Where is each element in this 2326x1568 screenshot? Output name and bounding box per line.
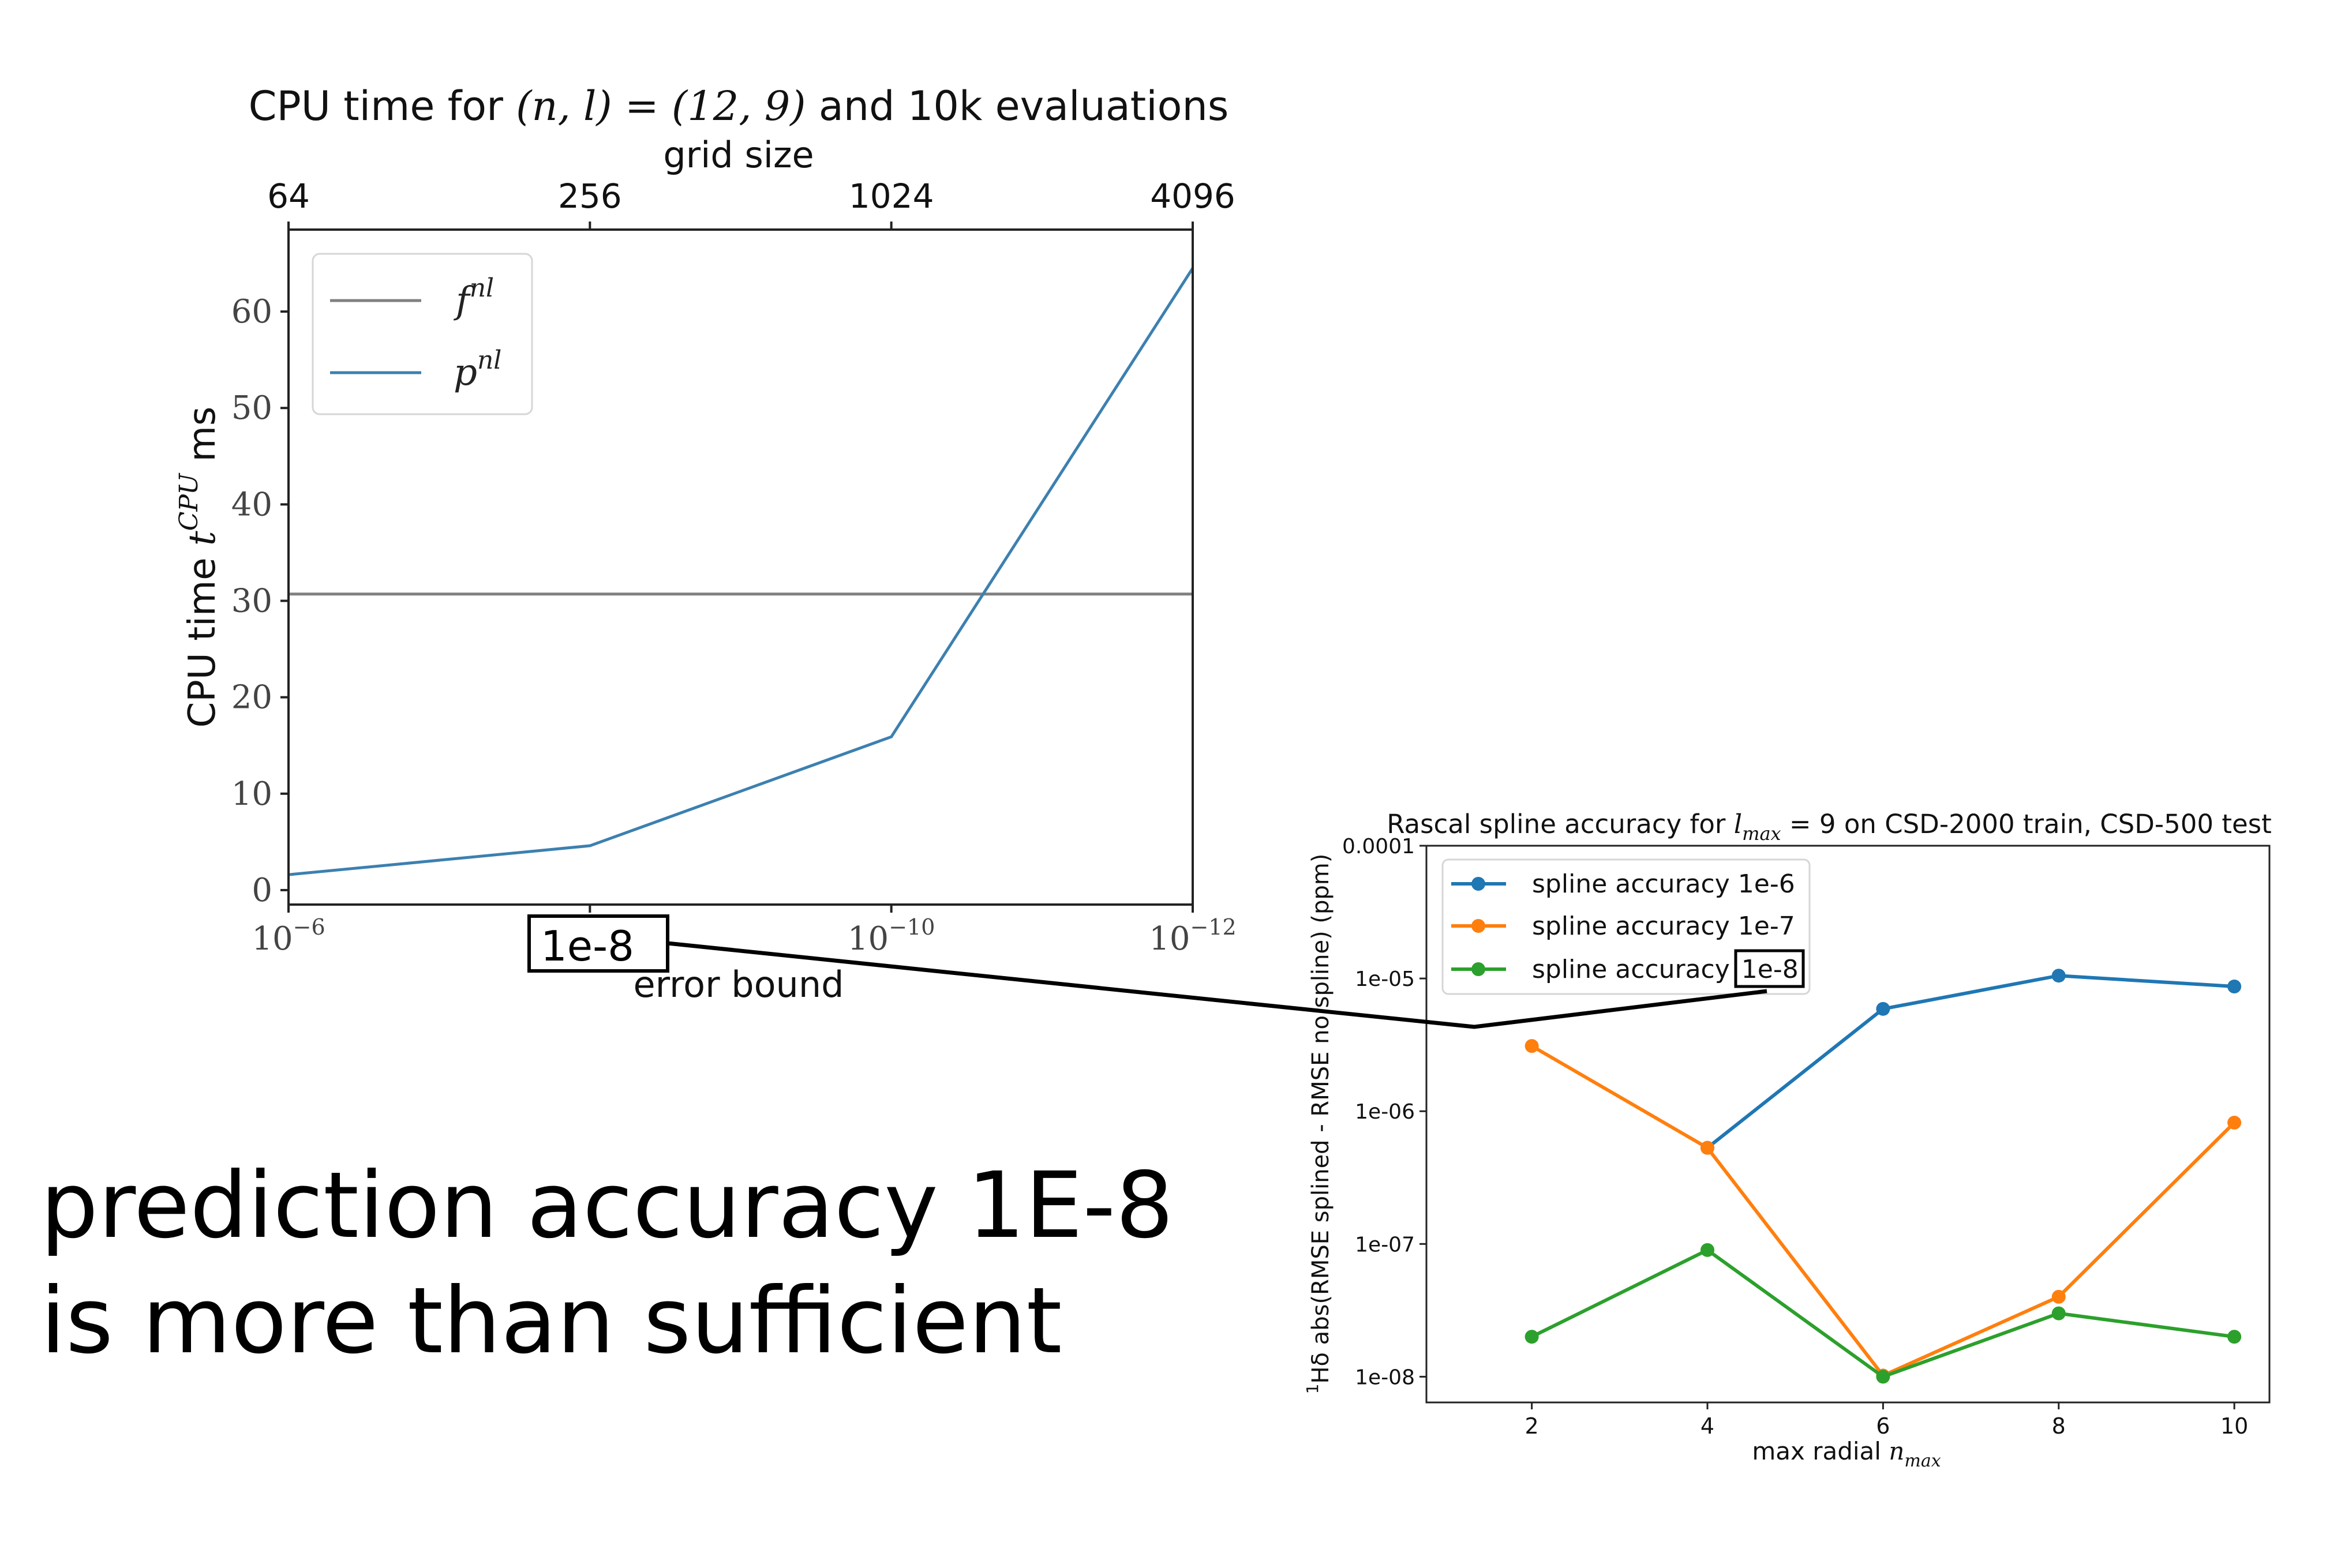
spline-series-line-1e-7 (1531, 1044, 2236, 1378)
spline-data-point-1e-7 (1525, 1039, 1539, 1053)
spline-legend-label-1e-6: spline accuracy 1e-6 (1532, 869, 1795, 899)
spline-x-tick-label: 10 (2220, 1413, 2248, 1439)
spline-legend: spline accuracy 1e-6 spline accuracy 1e-… (1441, 858, 1811, 995)
cpu-series-line-p (288, 267, 1194, 876)
cpu-y-tick-label: 60 (231, 293, 272, 331)
spline-y-axis-ticks: 1e-08 1e-07 1e-06 1e-05 0.0001 (1342, 835, 1426, 1389)
spline-x-tick-label: 6 (1876, 1413, 1890, 1439)
highlight-box-1e-8-left (527, 914, 669, 973)
cpu-y-tick-label: 10 (231, 775, 272, 813)
conclusion-line-1: prediction accuracy 1E-8 (40, 1153, 1174, 1259)
cpu-chart-title: CPU time for (n, l) = (12, 9) and 10k ev… (249, 82, 1229, 130)
spline-x-axis-ticks: 2 4 6 8 10 (1525, 1402, 2248, 1439)
spline-data-point-1e-8 (1701, 1243, 1714, 1257)
spline-plot-frame (1425, 845, 2271, 1404)
spline-y-tick-label: 1e-07 (1355, 1233, 1415, 1256)
conclusion-message: prediction accuracy 1E-8 is more than su… (40, 1148, 1174, 1379)
spline-data-point-1e-8 (2051, 1306, 2066, 1321)
cpu-ylabel-sup: CPU (174, 472, 204, 531)
cpu-y-axis-label: CPU time tCPU ms (174, 407, 224, 728)
cpu-bottom-tick-label: 10−10 (848, 914, 935, 958)
cpu-top-tick-label: 256 (558, 177, 622, 216)
svg-text:CPU time tCPU ms: CPU time tCPU ms (174, 407, 224, 728)
spline-legend-box (1441, 858, 1811, 995)
spline-data-point-1e-6 (2051, 969, 2066, 983)
spline-x-tick-label: 2 (1525, 1413, 1539, 1439)
cpu-top-tick-label: 1024 (849, 177, 934, 216)
cpu-bottom-tick-label: 10−12 (1149, 914, 1236, 958)
conclusion-line-2: is more than sufficient (40, 1268, 1062, 1374)
spline-data-point-1e-8 (1525, 1330, 1539, 1344)
spline-series-line-1e-8 (1531, 1248, 2235, 1379)
spline-series-group (1525, 969, 2242, 1384)
spline-legend-marker-1e-6 (1471, 877, 1485, 891)
spline-y-tick-label: 1e-05 (1355, 967, 1415, 991)
spline-x-axis-label: max radial nmax (1752, 1437, 1941, 1471)
cpu-top-tick-label: 64 (267, 177, 310, 216)
spline-data-point-1e-7 (1701, 1141, 1714, 1155)
highlight-box-1e-8-right (1734, 949, 1805, 988)
cpu-y-tick-label: 20 (231, 679, 272, 717)
spline-data-point-1e-7 (2051, 1289, 2066, 1304)
cpu-title-math: (n, l) = (12, 9) (516, 82, 806, 130)
cpu-bottom-tick-label: 10−6 (252, 914, 325, 958)
highlight-label-1e-8-left: 1e-8 (541, 922, 634, 970)
cpu-y-axis-ticks: 0 10 20 30 40 50 60 (231, 293, 289, 909)
cpu-y-tick-label: 30 (231, 583, 272, 620)
cpu-ylabel-post: ms (181, 407, 224, 474)
spline-chart-title: Rascal spline accuracy for lmax = 9 on C… (1387, 809, 2272, 845)
cpu-title-post: and 10k evaluations (806, 82, 1229, 130)
cpu-legend: fnl pnl (312, 253, 533, 415)
spline-x-tick-label: 8 (2052, 1413, 2066, 1439)
cpu-y-tick-label: 40 (231, 486, 272, 523)
cpu-top-axis-ticks: 64 256 1024 4096 (267, 177, 1235, 230)
spline-data-point-1e-7 (2227, 1116, 2242, 1130)
cpu-bottom-axis-ticks: 10−6 10−10 10−12 (252, 905, 1237, 958)
spline-y-tick-label: 1e-08 (1355, 1366, 1415, 1389)
cpu-top-tick-label: 4096 (1150, 177, 1235, 216)
spline-data-point-1e-6 (2227, 980, 2242, 994)
cpu-y-tick-label: 50 (231, 389, 272, 427)
spline-data-point-1e-8 (1876, 1370, 1890, 1384)
spline-legend-label-1e-7: spline accuracy 1e-7 (1532, 911, 1795, 941)
spline-accuracy-chart: Rascal spline accuracy for lmax = 9 on C… (1303, 809, 2272, 1471)
spline-y-tick-label: 0.0001 (1342, 835, 1415, 858)
spline-legend-marker-1e-8 (1471, 962, 1485, 976)
cpu-legend-label-p: pnl (454, 346, 501, 394)
cpu-plot-frame (287, 228, 1194, 906)
cpu-y-tick-label: 0 (252, 872, 272, 909)
cpu-ylabel-var: t (181, 531, 224, 546)
cpu-time-chart: CPU time for (n, l) = (12, 9) and 10k ev… (174, 82, 1237, 1006)
cpu-series-group (288, 267, 1194, 876)
spline-data-point-1e-6 (1876, 1001, 1890, 1016)
connector-line (667, 941, 1767, 1029)
cpu-title-pre: CPU time for (249, 82, 516, 130)
spline-y-axis-label: 1Hδ abs(RMSE splined - RMSE no spline) (… (1303, 854, 1334, 1394)
spline-y-tick-label: 1e-06 (1355, 1100, 1415, 1124)
spline-series-line-1e-6 (1706, 974, 2235, 1149)
spline-data-point-1e-8 (2227, 1330, 2242, 1344)
spline-legend-marker-1e-7 (1471, 919, 1485, 933)
cpu-ylabel-pre: CPU time (181, 546, 224, 727)
cpu-legend-box (312, 253, 533, 415)
cpu-bottom-axis-label: error bound (633, 963, 844, 1006)
svg-text:1Hδ abs(RMSE splined - RMSE no: 1Hδ abs(RMSE splined - RMSE no spline) (… (1303, 854, 1334, 1394)
cpu-top-axis-label: grid size (663, 134, 814, 176)
spline-legend-label-1e-8: spline accuracy 1e-8 (1532, 955, 1799, 984)
spline-x-tick-label: 4 (1701, 1413, 1714, 1439)
